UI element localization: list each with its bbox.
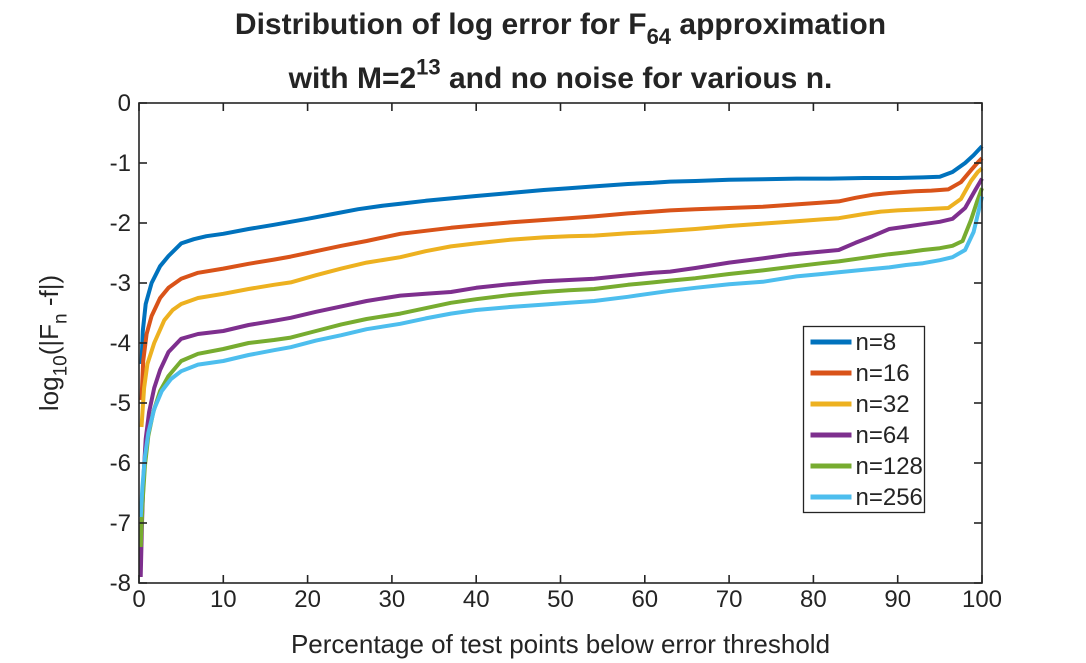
- legend-entry-n-16: n=16: [810, 360, 910, 387]
- x-tick-label-0: 0: [132, 586, 145, 613]
- x-tick-label-20: 20: [294, 586, 321, 613]
- y-axis-label: log10(|Fn -f|): [34, 275, 72, 411]
- y-tick-label--3: -3: [110, 270, 131, 297]
- series-line-n-8: [139, 144, 984, 365]
- axes-group: [138, 102, 983, 584]
- x-tick-label-30: 30: [379, 586, 406, 613]
- series-line-n-32: [139, 166, 984, 428]
- legend-box: [802, 325, 926, 514]
- x-tick-label-60: 60: [631, 586, 658, 613]
- chart-title-line-2: with M=213 and no noise for various n.: [288, 55, 833, 96]
- tick-labels-group: 0 10 20 30 40 50 60 70 80 90 100 0 -1 -2 -3 -4 -5 -6 -7 -8: [110, 90, 1002, 613]
- legend-label-n-32: n=32: [856, 391, 910, 418]
- legend-entry-n-256: n=256: [810, 484, 923, 511]
- x-tick-label-90: 90: [884, 586, 911, 613]
- legend-entry-n-128: n=128: [810, 453, 923, 480]
- series-line-n-256: [138, 196, 984, 518]
- y-tick-label--8: -8: [110, 570, 131, 597]
- legend-entry-n-32: n=32: [810, 391, 910, 418]
- x-tick-label-70: 70: [716, 586, 743, 613]
- y-tick-label--2: -2: [110, 210, 131, 237]
- legend-label-n-128: n=128: [856, 453, 923, 480]
- x-tick-label-100: 100: [962, 586, 1002, 613]
- legend-label-n-8: n=8: [856, 329, 897, 356]
- legend: n=8 n=16 n=32 n=64 n=128 n=256: [802, 325, 926, 514]
- legend-entry-n-8: n=8: [810, 329, 897, 356]
- x-tick-label-50: 50: [547, 586, 574, 613]
- y-tick-label--1: -1: [110, 150, 131, 177]
- chart-title-line-1: Distribution of log error for F64 approx…: [235, 8, 886, 49]
- x-tick-label-40: 40: [463, 586, 490, 613]
- y-tick-label--6: -6: [110, 450, 131, 477]
- x-axis-label: Percentage of test points below error th…: [291, 629, 830, 659]
- legend-label-n-16: n=16: [856, 360, 910, 387]
- y-tick-label--5: -5: [110, 390, 131, 417]
- legend-label-n-64: n=64: [856, 422, 910, 449]
- series-line-n-128: [138, 187, 984, 548]
- y-tick-label-0: 0: [118, 90, 131, 117]
- x-tick-label-10: 10: [210, 586, 237, 613]
- plot-series-group: [138, 144, 984, 578]
- series-line-n-64: [138, 177, 984, 578]
- x-tick-label-80: 80: [800, 586, 827, 613]
- legend-label-n-256: n=256: [856, 484, 923, 511]
- y-tick-label--7: -7: [110, 510, 131, 537]
- legend-entry-n-64: n=64: [810, 422, 910, 449]
- y-tick-label--4: -4: [110, 330, 131, 357]
- series-line-n-16: [139, 156, 984, 401]
